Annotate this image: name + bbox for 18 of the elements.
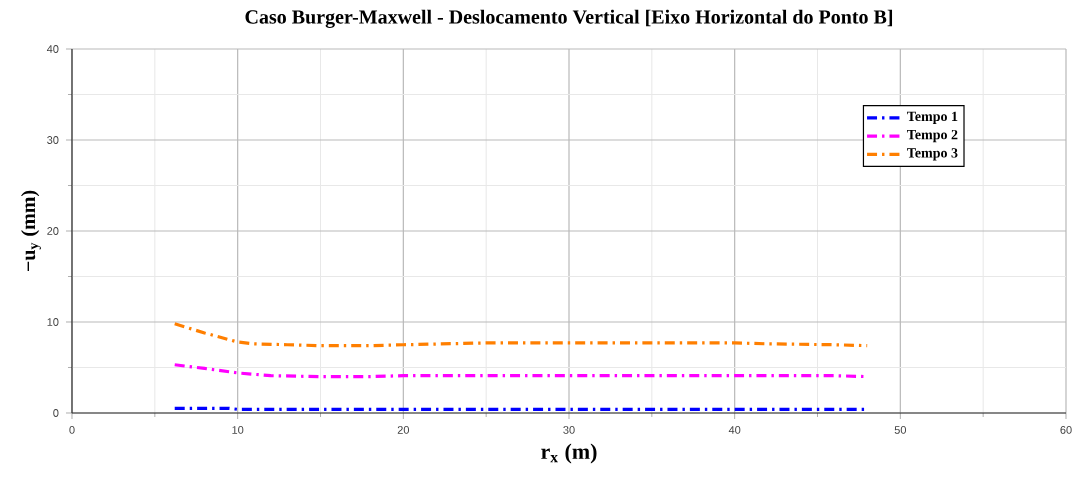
x-tick-label: 10 — [232, 426, 244, 434]
x-tick-label: 60 — [1060, 426, 1072, 434]
x-tick-label: 30 — [563, 426, 575, 434]
x-tick-label: 0 — [69, 426, 75, 434]
y-tick-label: 30 — [47, 136, 59, 144]
y-tick-label: 20 — [47, 227, 59, 235]
y-tick-label: 40 — [46, 45, 59, 53]
chart-title: Caso Burger-Maxwell - Deslocamento Vertical [Eixo Horizontal do Ponto B] — [245, 9, 893, 28]
x-tick-label: 50 — [894, 426, 907, 434]
x-tick-label: 20 — [397, 426, 410, 434]
legend-label: Tempo 1 — [907, 111, 958, 124]
x-tick-label: 40 — [728, 426, 741, 434]
y-tick-label: 10 — [47, 318, 59, 326]
x-axis-title: r$_{x}$ (m) — [541, 443, 597, 464]
legend-label: Tempo 3 — [907, 148, 958, 161]
legend-label: Tempo 2 — [907, 129, 958, 143]
y-axis-title: −u$_{y}$ (mm) — [21, 190, 41, 272]
y-tick-label: 0 — [53, 409, 59, 417]
